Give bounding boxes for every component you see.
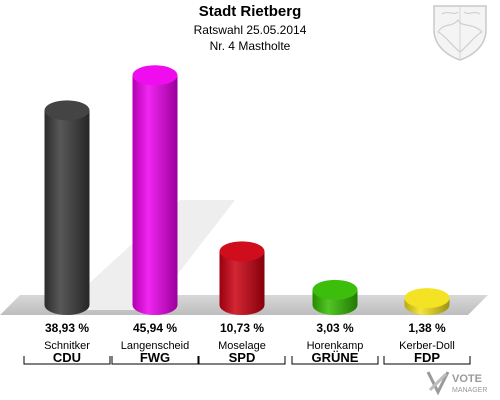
value-label: 38,93 %	[45, 321, 89, 335]
bar-top	[404, 288, 450, 309]
value-label: 1,38 %	[408, 321, 446, 335]
bar-top	[219, 241, 265, 262]
bar-spd	[219, 241, 265, 315]
chart-subtitle: Ratswahl 25.05.2014	[193, 23, 307, 37]
bar-top	[44, 100, 90, 121]
candidate-label: Moselage	[218, 340, 266, 352]
vote-manager-logo: VOTE MANAGER	[426, 371, 487, 396]
candidate-label: Langenscheid	[121, 340, 190, 352]
bar-grüne	[312, 279, 358, 315]
value-label: 3,03 %	[316, 321, 354, 335]
bar-body	[44, 110, 90, 315]
watermark-line2: MANAGER	[452, 387, 487, 394]
candidate-label: Kerber-Doll	[399, 340, 455, 352]
watermark-line1: VOTE	[452, 373, 482, 385]
bar-top	[312, 279, 358, 300]
chart-district: Nr. 4 Mastholte	[209, 39, 291, 53]
chart-title: Stadt Rietberg	[198, 3, 302, 20]
category-bracket	[111, 356, 199, 365]
category-bracket	[23, 356, 111, 365]
bar-fdp	[404, 288, 450, 315]
party-label: GRÜNE	[312, 350, 359, 365]
party-label: CDU	[53, 350, 81, 365]
category-bracket	[198, 356, 286, 365]
bar-fwg	[132, 65, 178, 315]
party-label: SPD	[229, 350, 256, 365]
party-label: FDP	[414, 350, 440, 365]
category-bracket	[291, 356, 379, 365]
category-bracket	[383, 356, 471, 365]
value-label: 45,94 %	[133, 321, 177, 335]
bar-body	[132, 75, 178, 315]
bar-cdu	[44, 100, 90, 315]
candidate-label: Schnitker	[44, 340, 90, 352]
candidate-label: Horenkamp	[307, 340, 364, 352]
value-label: 10,73 %	[220, 321, 264, 335]
bar-top	[132, 65, 178, 86]
party-label: FWG	[140, 350, 170, 365]
bar-body	[219, 251, 265, 315]
coat-of-arms-icon	[433, 5, 487, 61]
